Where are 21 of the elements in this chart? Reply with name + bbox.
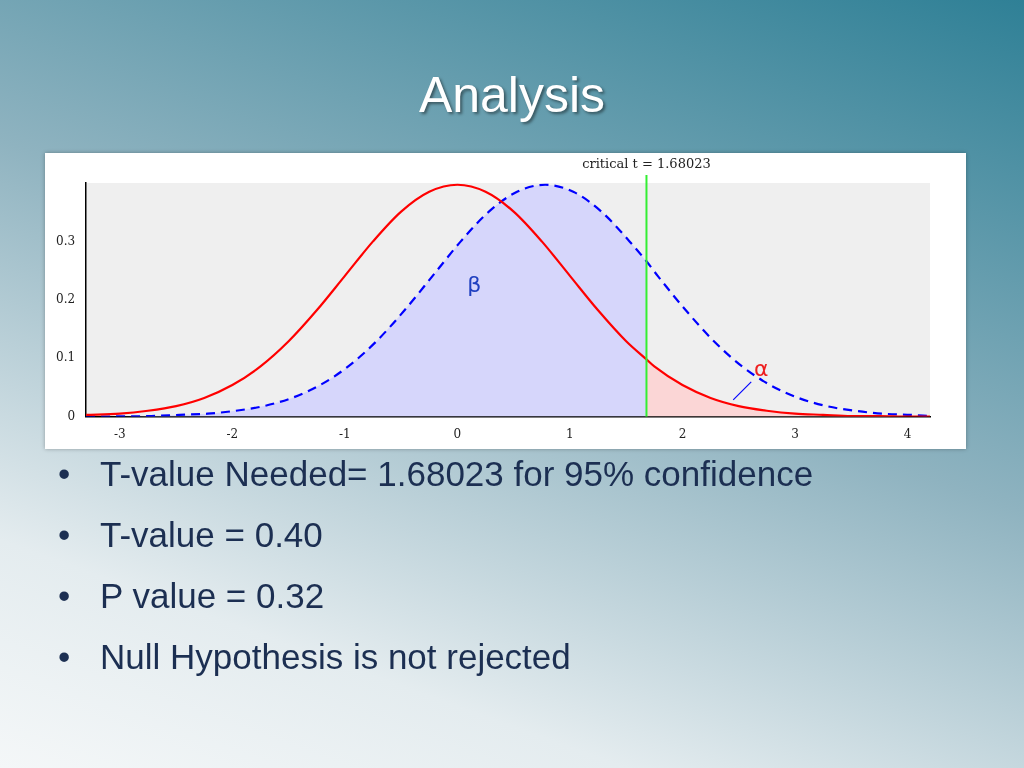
x-tick-label: 1 [566,426,574,441]
chart-title: Analysis [417,66,607,124]
x-tick-label: -1 [339,426,351,441]
text: • T-value Needed= 1.68023 for 95% confidence [58,453,814,495]
y-tick-label: 0.2 [55,291,76,306]
x-tick-label: -2 [226,426,239,441]
y-tick-label: 0.1 [55,350,76,365]
annotation: β [467,271,482,297]
x-tick-label: -3 [113,426,126,441]
line-series [86,183,930,417]
x-tick-label: 4 [903,426,912,441]
text: • Null Hypothesis is not rejected [58,636,571,678]
x-tick-label: 2 [678,426,687,441]
annotation: α [753,355,769,381]
x-tick-label: 0 [453,426,462,441]
x-tick-label: 3 [791,426,799,441]
text: • P value = 0.32 [58,575,325,617]
y-tick-label: 0 [67,408,76,423]
ref-line-label: critical t = 1.68023 [582,155,711,171]
y-tick-label: 0.3 [55,233,76,248]
text: • T-value = 0.40 [58,514,323,556]
